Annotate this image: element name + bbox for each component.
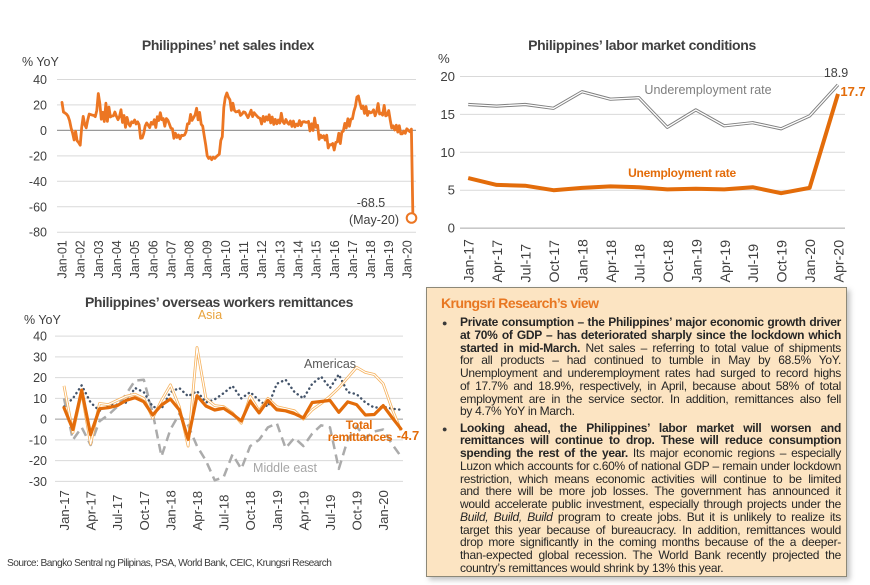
svg-text:Apr-19: Apr-19	[296, 491, 311, 531]
svg-text:Oct-19: Oct-19	[775, 240, 791, 283]
svg-text:Jan-02: Jan-02	[74, 240, 88, 278]
svg-text:Jan-19: Jan-19	[382, 240, 396, 278]
svg-text:Oct-18: Oct-18	[243, 491, 258, 531]
svg-text:Jan-12: Jan-12	[255, 240, 269, 278]
svg-text:Jan-19: Jan-19	[270, 490, 285, 530]
svg-text:10: 10	[440, 145, 455, 160]
svg-text:-80: -80	[29, 226, 47, 240]
svg-text:0: 0	[40, 124, 47, 138]
svg-text:Jan-20: Jan-20	[376, 490, 391, 530]
svg-text:-4.7: -4.7	[397, 428, 419, 443]
svg-text:Total: Total	[346, 418, 373, 432]
svg-text:Americas: Americas	[304, 357, 356, 371]
svg-text:Jul-17: Jul-17	[519, 244, 535, 283]
svg-text:15: 15	[440, 107, 455, 122]
svg-text:Jan-19: Jan-19	[689, 239, 705, 282]
svg-text:Jan-18: Jan-18	[364, 240, 378, 278]
svg-text:Oct-19: Oct-19	[350, 491, 365, 531]
svg-text:% YoY: % YoY	[24, 313, 62, 327]
svg-text:Jan-04: Jan-04	[110, 240, 124, 278]
svg-text:Apr-17: Apr-17	[84, 491, 99, 531]
svg-text:-10: -10	[29, 433, 47, 447]
svg-text:Underemployment rate: Underemployment rate	[644, 83, 771, 97]
svg-text:Philippines’ net sales index: Philippines’ net sales index	[142, 37, 315, 53]
svg-text:Jul-19: Jul-19	[323, 495, 338, 531]
svg-text:(May-20): (May-20)	[349, 213, 399, 227]
svg-text:Unemployment rate: Unemployment rate	[628, 166, 736, 180]
svg-text:Oct-17: Oct-17	[547, 240, 563, 283]
svg-text:Jan-06: Jan-06	[146, 240, 160, 278]
svg-text:17.7: 17.7	[840, 84, 865, 99]
svg-text:Jan-09: Jan-09	[201, 240, 215, 278]
svg-text:Asia: Asia	[198, 308, 222, 322]
svg-text:Jul-17: Jul-17	[110, 495, 125, 531]
svg-text:Jan-11: Jan-11	[237, 241, 251, 278]
svg-text:40: 40	[33, 73, 47, 87]
svg-text:Jan-17: Jan-17	[462, 239, 478, 282]
svg-text:Jan-03: Jan-03	[92, 240, 106, 278]
svg-text:Jan-17: Jan-17	[57, 490, 72, 530]
svg-text:-60: -60	[29, 200, 47, 214]
svg-text:Apr-18: Apr-18	[604, 240, 620, 283]
svg-text:Oct-17: Oct-17	[137, 491, 152, 531]
svg-text:Jan-07: Jan-07	[164, 240, 178, 278]
svg-text:20: 20	[33, 371, 47, 385]
svg-text:Jan-13: Jan-13	[273, 240, 287, 278]
svg-text:Jan-18: Jan-18	[163, 490, 178, 530]
svg-text:20: 20	[440, 69, 455, 84]
svg-text:Jul-19: Jul-19	[746, 244, 762, 283]
svg-text:Jan-14: Jan-14	[291, 240, 305, 278]
svg-text:10: 10	[33, 392, 47, 406]
svg-text:20: 20	[33, 98, 47, 112]
svg-text:Jan-16: Jan-16	[328, 240, 342, 278]
svg-text:0: 0	[40, 413, 47, 427]
svg-text:Jan-10: Jan-10	[219, 240, 233, 278]
svg-text:remittances: remittances	[328, 430, 393, 444]
svg-text:-30: -30	[29, 475, 47, 489]
svg-text:Jan-17: Jan-17	[346, 240, 360, 278]
svg-text:Jan-15: Jan-15	[310, 240, 324, 278]
svg-text:Oct-18: Oct-18	[661, 240, 677, 283]
svg-text:-20: -20	[29, 149, 47, 163]
svg-text:Philippines’ overseas workers: Philippines’ overseas workers remittance…	[85, 294, 354, 310]
svg-text:40: 40	[33, 330, 47, 344]
svg-text:Jan-08: Jan-08	[183, 240, 197, 278]
svg-text:-68.5: -68.5	[357, 196, 386, 210]
svg-text:-20: -20	[29, 454, 47, 468]
svg-text:%: %	[438, 51, 450, 66]
svg-text:Apr-17: Apr-17	[490, 240, 506, 283]
svg-text:Jul-18: Jul-18	[632, 244, 648, 283]
svg-text:Apr-19: Apr-19	[718, 240, 734, 283]
svg-text:Apr-18: Apr-18	[190, 491, 205, 531]
svg-text:Jan-20: Jan-20	[803, 239, 819, 282]
svg-text:Jan-05: Jan-05	[128, 240, 142, 278]
svg-text:% YoY: % YoY	[22, 55, 60, 69]
svg-text:18.9: 18.9	[824, 66, 848, 80]
svg-text:Jul-18: Jul-18	[217, 495, 232, 531]
svg-text:Jan-18: Jan-18	[576, 239, 592, 282]
svg-text:Jan-01: Jan-01	[56, 240, 70, 278]
svg-text:0: 0	[448, 221, 455, 236]
svg-text:30: 30	[33, 350, 47, 364]
svg-text:Apr-20: Apr-20	[832, 240, 848, 283]
svg-text:5: 5	[448, 183, 455, 198]
svg-text:Middle east: Middle east	[253, 461, 317, 475]
svg-text:Jan-20: Jan-20	[400, 240, 414, 278]
svg-text:-40: -40	[29, 175, 47, 189]
svg-text:Philippines’ labor market cond: Philippines’ labor market conditions	[528, 37, 756, 53]
